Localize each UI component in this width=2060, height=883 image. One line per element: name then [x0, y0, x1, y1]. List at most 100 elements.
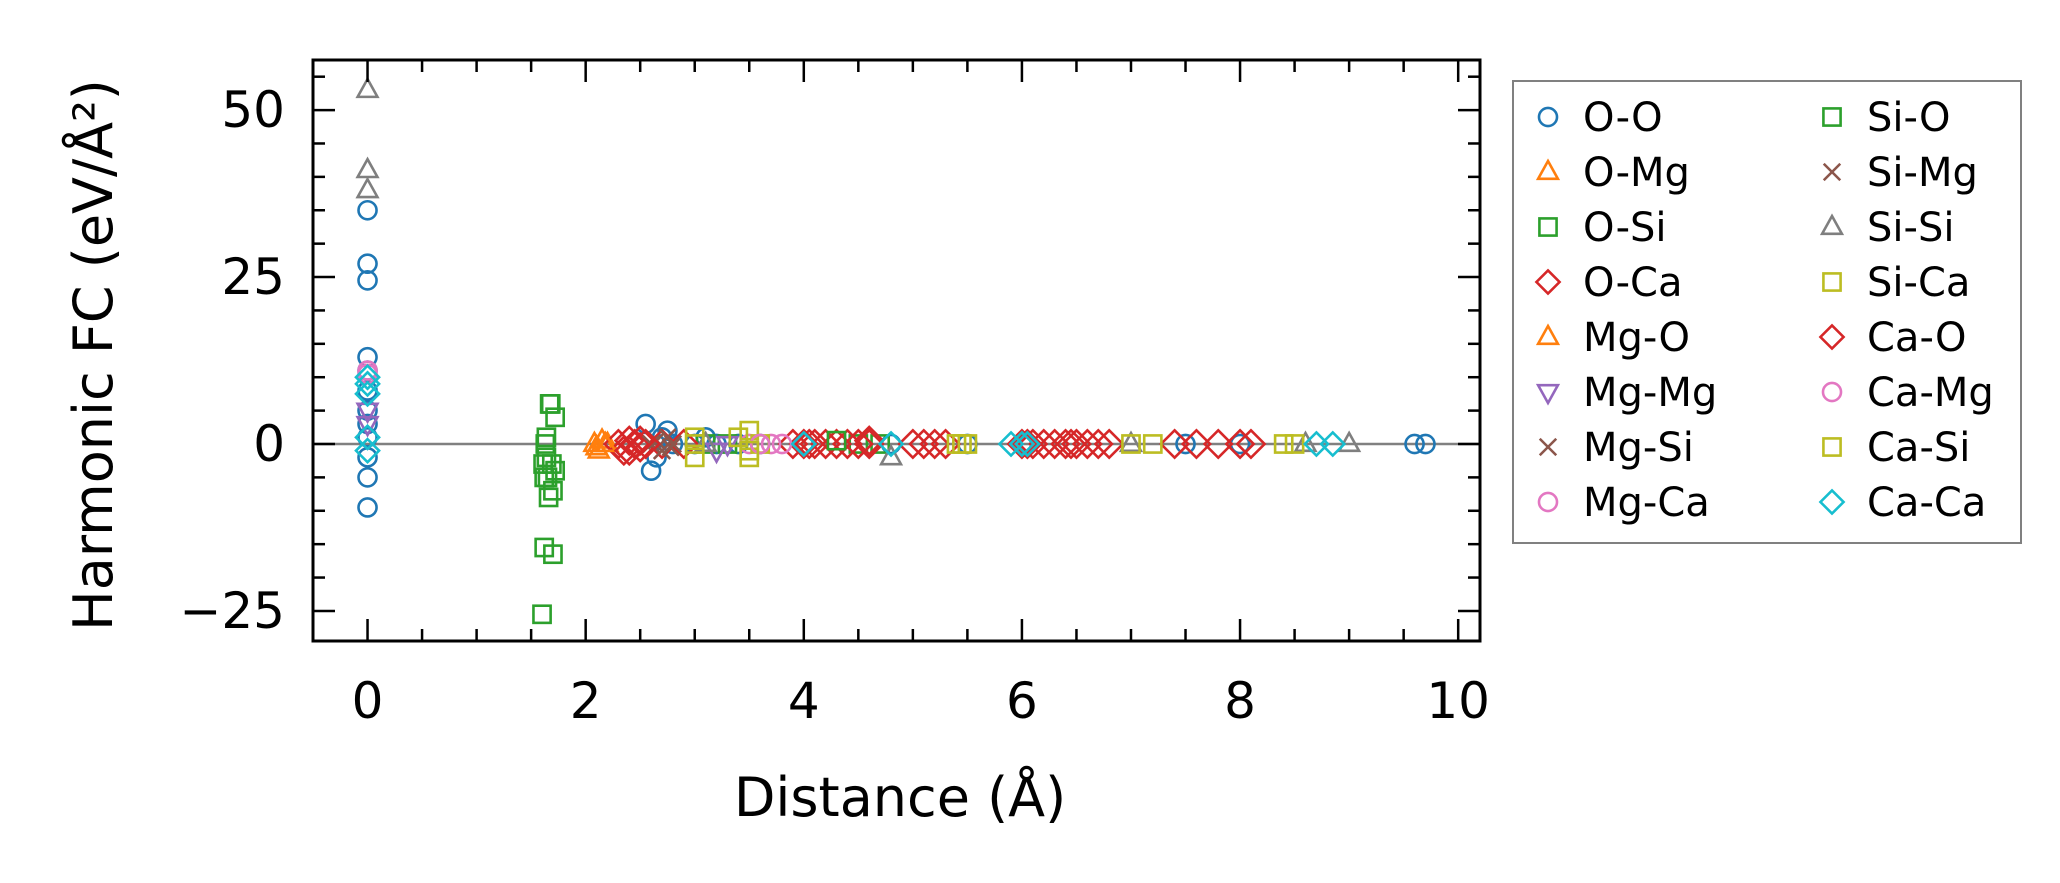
- legend-label: Mg-Mg: [1583, 370, 1717, 416]
- legend-marker: [1537, 491, 1559, 513]
- data-point: [545, 407, 566, 428]
- y-axis-title: Harmonic FC (eV/Å²): [61, 79, 125, 631]
- legend-marker: [1822, 437, 1842, 457]
- legend: O-O O-Mg O-Si O-Ca Mg-O Mg-Mg Mg-Si Mg-Ca Si-O Si…: [1512, 80, 2022, 544]
- legend-marker: [1818, 488, 1846, 516]
- data-point: [539, 394, 560, 414]
- legend-item: O-Ca: [1534, 260, 1682, 306]
- data-point: [1121, 434, 1141, 454]
- data-point: [1319, 430, 1347, 458]
- y-tick-label: 25: [221, 248, 285, 306]
- legend-item: Si-Mg: [1822, 150, 1978, 196]
- legend-marker: [1535, 323, 1561, 346]
- legend-marker: [1818, 323, 1846, 351]
- series-si-o: [533, 394, 847, 488]
- legend-item: Ca-Si: [1822, 425, 1970, 471]
- legend-label: Si-Ca: [1867, 260, 1970, 306]
- data-point: [693, 430, 718, 453]
- data-point: [662, 433, 684, 455]
- legend-label: Si-Mg: [1867, 150, 1978, 196]
- data-point: [357, 426, 378, 448]
- data-point: [1017, 428, 1049, 460]
- data-point: [354, 437, 381, 465]
- data-point: [777, 428, 809, 460]
- data-point: [1415, 433, 1436, 455]
- data-point: [1093, 428, 1125, 460]
- data-point: [930, 428, 962, 460]
- legend-marker: [1535, 383, 1561, 406]
- legend-item: O-Mg: [1535, 150, 1690, 196]
- legend-item: Mg-Ca: [1537, 480, 1710, 526]
- legend-item: Si-Ca: [1822, 260, 1970, 306]
- series-ca-mg: [357, 360, 771, 455]
- data-point: [357, 360, 378, 381]
- legend-item: O-O: [1537, 95, 1663, 141]
- data-point: [538, 487, 559, 508]
- legend-label: Si-Si: [1867, 205, 1954, 251]
- data-point: [897, 428, 929, 460]
- x-axis-title: Distance (Å): [734, 765, 1066, 829]
- data-point: [878, 443, 904, 466]
- data-point: [1082, 428, 1114, 460]
- legend-item: Ca-Mg: [1821, 370, 1994, 416]
- data-point: [661, 438, 680, 457]
- data-point: [1180, 428, 1212, 460]
- data-point: [1055, 428, 1087, 460]
- data-point: [640, 460, 662, 482]
- legend-item: Mg-Mg: [1535, 370, 1717, 416]
- legend-label: Ca-Si: [1867, 425, 1970, 471]
- data-point: [1006, 428, 1038, 460]
- data-point: [788, 428, 820, 460]
- x-tick-label: 8: [1224, 672, 1256, 730]
- data-point: [613, 435, 645, 467]
- data-point: [355, 176, 380, 199]
- data-point: [704, 442, 729, 465]
- data-point: [357, 270, 378, 291]
- legend-label: Si-O: [1867, 95, 1951, 141]
- data-point: [877, 430, 905, 458]
- data-point: [739, 420, 760, 441]
- data-point: [1142, 434, 1163, 454]
- data-point: [749, 433, 771, 455]
- legend-marker: [1538, 437, 1558, 457]
- legend-label: Mg-Ca: [1583, 480, 1710, 526]
- data-point: [1235, 428, 1267, 460]
- data-point: [543, 544, 563, 565]
- data-point: [1202, 428, 1234, 460]
- series-mg-o: [584, 430, 618, 456]
- legend-item: Mg-O: [1535, 315, 1690, 361]
- data-point: [357, 253, 378, 275]
- x-tick-label: 0: [352, 672, 384, 730]
- x-tick-label: 4: [788, 672, 820, 730]
- legend-item: O-Si: [1538, 205, 1667, 251]
- data-point: [842, 428, 874, 460]
- data-point: [810, 428, 842, 460]
- legend-marker: [1537, 106, 1559, 128]
- x-tick-label: 10: [1426, 672, 1490, 730]
- series-ca-si: [684, 434, 972, 461]
- data-point: [853, 425, 885, 457]
- data-point: [1039, 428, 1071, 460]
- data-point: [790, 430, 818, 458]
- axes: 0 2 4 6 8 10 −25 0 25 50: [179, 58, 1490, 730]
- legend-box: [1512, 80, 2022, 544]
- data-point: [593, 430, 618, 453]
- series-ca-o: [613, 425, 1087, 467]
- data-point: [1013, 430, 1041, 458]
- data-point: [1060, 428, 1092, 460]
- legend-item: Si-Si: [1819, 205, 1954, 251]
- legend-label: O-Si: [1583, 205, 1667, 251]
- data-point: [684, 447, 705, 468]
- data-point: [1224, 428, 1256, 460]
- data-point: [1273, 434, 1294, 454]
- data-point: [354, 363, 381, 391]
- legend-marker: [1822, 107, 1842, 127]
- data-point: [355, 415, 380, 438]
- series-ca-ca: [354, 363, 1347, 465]
- data-point: [1293, 430, 1318, 453]
- legend-item: Si-O: [1822, 95, 1951, 141]
- series-o-o: [357, 199, 1436, 518]
- data-point: [684, 434, 705, 454]
- data-point: [624, 425, 656, 457]
